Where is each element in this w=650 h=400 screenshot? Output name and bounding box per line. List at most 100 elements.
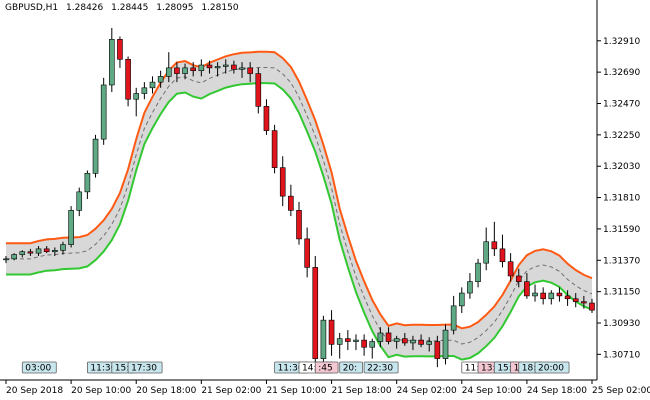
candle-body (198, 64, 205, 72)
candle (499, 234, 506, 268)
candle-body (450, 305, 457, 331)
candle (353, 334, 359, 351)
candle (190, 62, 196, 77)
candle (572, 293, 579, 308)
session-label-text: 03:00 (25, 364, 51, 374)
candle-body (402, 338, 408, 344)
candle-body (255, 73, 262, 107)
session-label-box (339, 361, 363, 374)
candle-body (214, 66, 221, 69)
candle (76, 187, 83, 217)
candle-body (572, 298, 579, 302)
candle-body (491, 241, 498, 250)
candle-body (369, 341, 376, 348)
candle (279, 156, 286, 207)
candle-body (109, 39, 115, 86)
candle-body (149, 81, 156, 89)
candle (263, 99, 270, 135)
candle-body (385, 332, 392, 342)
candle-body (100, 84, 107, 140)
candle (52, 247, 58, 256)
candle-body (52, 249, 58, 253)
candle-body (442, 329, 449, 359)
candle (60, 241, 66, 255)
candle (174, 62, 180, 83)
envelope-band (6, 50, 593, 361)
session-label-text: 22:30 (367, 364, 393, 374)
price-tick-label: 1.30930 (603, 319, 640, 329)
candle (328, 310, 335, 356)
session-label-box (314, 361, 339, 374)
candle (84, 170, 91, 199)
price-tick-label: 1.31150 (603, 288, 640, 298)
session-label-text: 15: (115, 364, 129, 374)
price-tick-label: 1.32690 (603, 68, 640, 78)
session-label: 03:00 (21, 361, 57, 374)
open-value: 1.28426 (66, 3, 104, 13)
session-label-text: 13: (481, 364, 495, 374)
candle-body (68, 210, 74, 245)
price-tick-label: 1.31590 (603, 225, 640, 235)
candle-body (304, 238, 310, 268)
candle-body (377, 332, 384, 342)
session-label-text: 11:30 (278, 364, 304, 374)
candle-body (410, 339, 416, 344)
candle-body (206, 64, 213, 69)
session-label-text: :45 (318, 364, 332, 374)
candle-body (11, 254, 17, 260)
candle (3, 256, 9, 264)
candle (68, 206, 74, 248)
time-tick-label: 24 Sep 02:00 (397, 386, 457, 396)
candle (345, 330, 351, 351)
candle-body (458, 292, 465, 307)
candle-body (125, 59, 131, 100)
candle-body (60, 244, 66, 251)
candle-body (247, 67, 253, 74)
candle-body (288, 195, 294, 211)
candle (426, 337, 433, 352)
candle (133, 87, 140, 117)
candle (19, 250, 26, 258)
candle (434, 335, 441, 368)
price-tick-label: 1.32910 (603, 37, 640, 47)
candle (336, 332, 343, 359)
candle-body (133, 93, 140, 100)
candle-body (165, 67, 172, 77)
chart-header: GBPUSD,H1 1.28426 1.28445 1.28095 1.2815… (5, 3, 244, 13)
candle (540, 287, 546, 305)
symbol-label: GBPUSD,H1 (5, 3, 59, 13)
candle (548, 290, 555, 305)
candle (467, 273, 473, 299)
candle-body (279, 167, 286, 197)
candle (515, 268, 522, 288)
candle (442, 324, 449, 365)
time-tick-label: 25 Sep 02:00 (592, 386, 650, 396)
candle-body (231, 64, 237, 70)
candle (198, 59, 205, 77)
candle (556, 287, 563, 302)
candle-body (581, 301, 587, 304)
session-label: :45 (314, 361, 339, 374)
candle (117, 36, 123, 68)
candle (410, 335, 416, 351)
candle (296, 201, 302, 245)
candle (532, 284, 538, 302)
candle-body (157, 76, 164, 83)
candle (589, 298, 595, 314)
candle (312, 256, 319, 371)
session-label-box (534, 361, 570, 374)
close-value: 1.28150 (201, 3, 239, 13)
candle-body (393, 338, 400, 342)
candle-body (515, 275, 522, 282)
candle-body (117, 39, 123, 60)
candle (450, 295, 457, 335)
session-labels: 03:0011:3015:17:3011:3014:00:4520:22:301… (21, 361, 570, 374)
session-label-text: 18: (522, 364, 536, 374)
candle (239, 62, 245, 78)
candle-body (418, 339, 424, 345)
candle (271, 124, 278, 174)
candle (149, 76, 156, 94)
candle-body (345, 338, 351, 342)
